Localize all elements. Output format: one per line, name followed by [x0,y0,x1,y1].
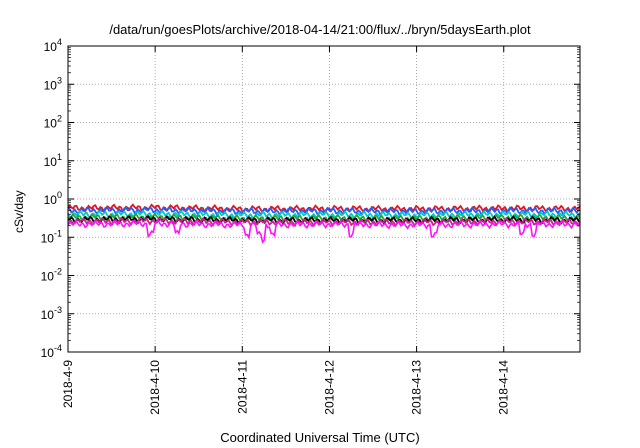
x-tick-label: 2018-4-9 [61,360,75,408]
y-tick-label: 101 [44,152,62,169]
y-tick-label: 102 [44,114,62,131]
y-tick-label: 104 [44,37,62,54]
y-tick-label: 10-4 [41,343,62,360]
x-tick-label: 2018-4-14 [497,360,511,415]
series-line-6 [67,216,581,228]
series-line-1 [67,203,581,214]
x-tick-label: 2018-4-12 [322,360,336,415]
series-lines [67,203,581,245]
y-tick-label: 10-1 [41,228,62,245]
x-tick-label: 2018-4-11 [235,360,249,414]
chart-title: /data/run/goesPlots/archive/2018-04-14/2… [109,22,531,37]
axis-ticks: 10-4 10-3 10-2 10-1 100 101 102 103 104 2018-4-9 2… [41,37,580,415]
y-tick-label: 100 [44,190,62,207]
y-tick-label: 10-3 [41,305,62,322]
y-tick-label: 103 [44,75,62,92]
x-tick-label: 2018-4-13 [410,360,424,415]
y-tick-label: 10-2 [41,267,62,284]
x-axis-label: Coordinated Universal Time (UTC) [220,430,420,445]
grid-lines [68,46,580,352]
series-line-7 [67,219,581,245]
x-tick-label: 2018-4-10 [148,360,162,415]
